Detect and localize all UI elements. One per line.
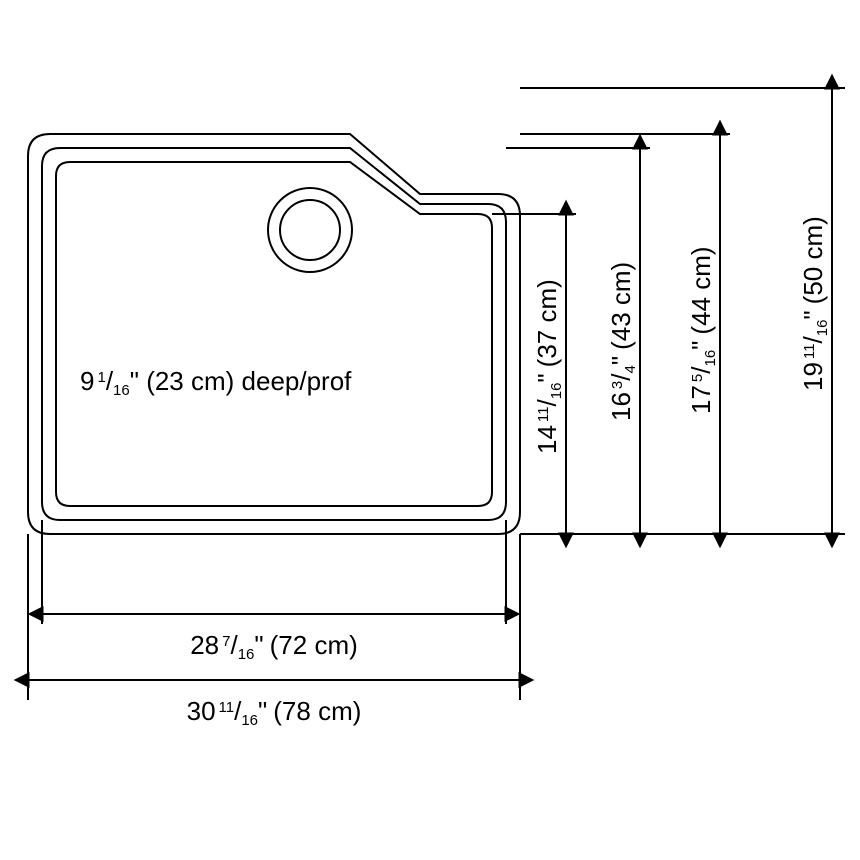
sink-basin <box>56 162 492 506</box>
dim-flange-height-label: 175/16"(44 cm) <box>686 246 719 414</box>
dim-overall-height-label: 1911/16"(50 cm) <box>798 216 831 391</box>
sink-dimension-diagram: 91/16" (23 cm) deep/prof 287/16"(72 cm) 30… <box>28 88 845 729</box>
dim-rim-height-label: 163/4"(43 cm) <box>606 262 639 421</box>
depth-label: 91/16" (23 cm) deep/prof <box>80 366 352 399</box>
dim-inner-height-label: 1411/16"(37 cm) <box>532 279 565 454</box>
dim-outer-width-label: 3011/16"(78 cm) <box>187 696 362 729</box>
sink-rim <box>42 148 506 520</box>
dim-inner-width-label: 287/16"(72 cm) <box>190 630 358 663</box>
drain-inner-icon <box>280 200 340 260</box>
sink-outer <box>28 134 520 534</box>
